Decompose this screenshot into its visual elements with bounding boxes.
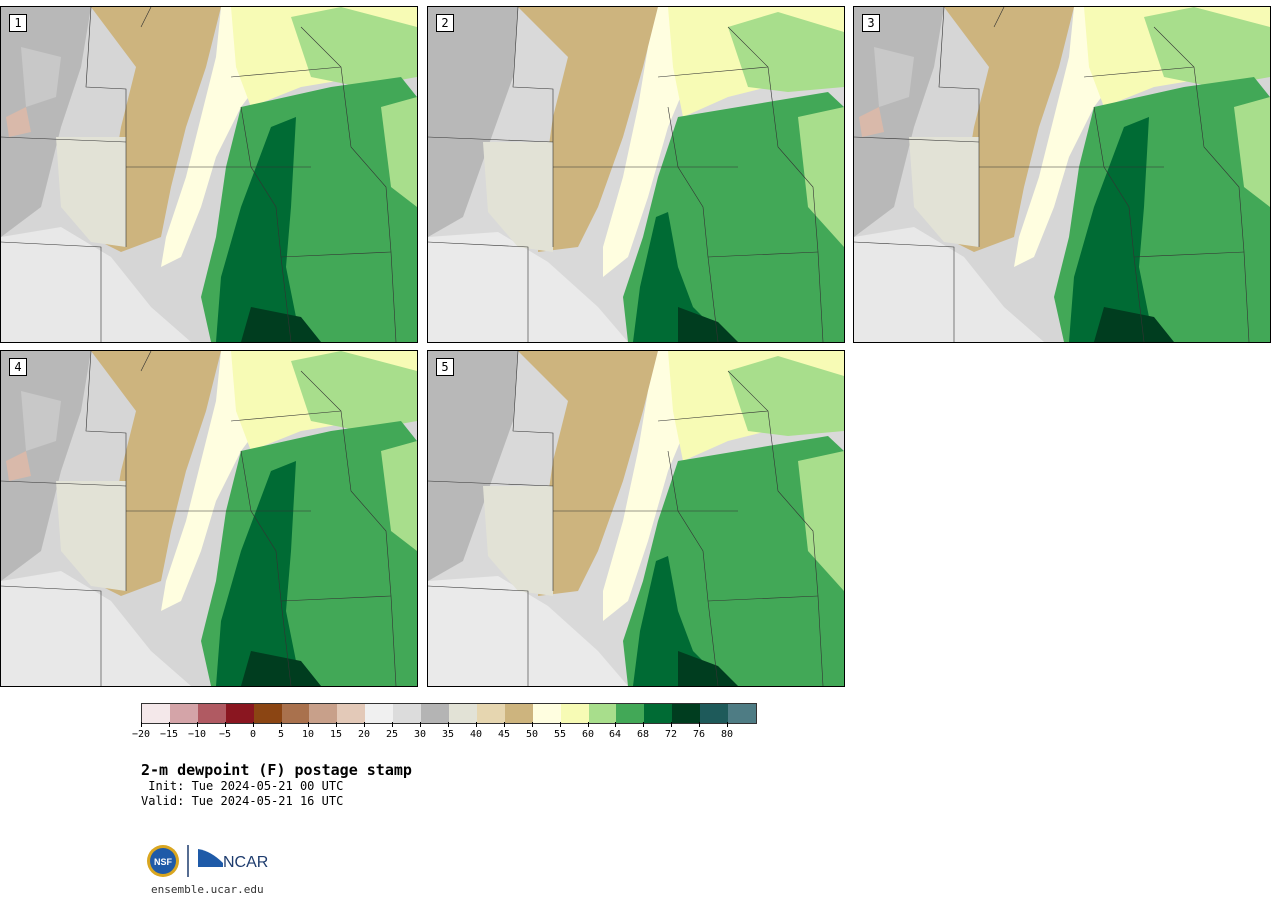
colorbar-tick bbox=[364, 722, 365, 727]
colorbar-swatch bbox=[281, 704, 310, 723]
colorbar-tick-label: 10 bbox=[301, 729, 315, 740]
dewpoint-map-2 bbox=[428, 7, 844, 342]
map-panel-5: 5 bbox=[427, 350, 845, 687]
colorbar-swatch bbox=[225, 704, 254, 723]
ncar-logo-text: NCAR bbox=[223, 854, 268, 871]
colorbar-tick bbox=[671, 722, 672, 727]
colorbar-swatch bbox=[309, 704, 338, 723]
colorbar-tick-label: 30 bbox=[413, 729, 427, 740]
colorbar-swatch bbox=[728, 704, 756, 723]
colorbar-swatch bbox=[253, 704, 282, 723]
panel-label: 5 bbox=[436, 358, 454, 376]
colorbar-tick-label: 5 bbox=[277, 729, 285, 740]
colorbar-tick bbox=[643, 722, 644, 727]
colorbar-tick bbox=[281, 722, 282, 727]
colorbar-tick-label: 64 bbox=[608, 729, 622, 740]
colorbar-tick bbox=[253, 722, 254, 727]
panel-label: 4 bbox=[9, 358, 27, 376]
colorbar-ticks: −20 −15 −10 −5 0 5 10 15 20 25 30 35 40 45 50 55 60 64 68 7… bbox=[132, 722, 755, 744]
colorbar-swatch bbox=[337, 704, 366, 723]
colorbar-swatch bbox=[644, 704, 673, 723]
colorbar-swatch bbox=[616, 704, 645, 723]
colorbar-swatch bbox=[504, 704, 533, 723]
map-panel-2: 2 bbox=[427, 6, 845, 343]
colorbar-tick bbox=[336, 722, 337, 727]
colorbar-swatch bbox=[421, 704, 449, 723]
colorbar-tick bbox=[448, 722, 449, 727]
colorbar-tick-label: 80 bbox=[720, 729, 734, 740]
colorbar-tick bbox=[141, 722, 142, 727]
colorbar-tick-label: 25 bbox=[385, 729, 399, 740]
colorbar-tick-label: 72 bbox=[664, 729, 678, 740]
colorbar-tick-label: 45 bbox=[497, 729, 511, 740]
colorbar-tick-label: 68 bbox=[636, 729, 650, 740]
colorbar-tick-label: 20 bbox=[357, 729, 371, 740]
colorbar-swatch bbox=[588, 704, 617, 723]
ncar-logo: NCAR bbox=[198, 849, 268, 871]
colorbar-tick bbox=[225, 722, 226, 727]
colorbar-tick bbox=[169, 722, 170, 727]
colorbar-tick bbox=[699, 722, 700, 727]
dewpoint-map-1 bbox=[1, 7, 417, 342]
colorbar-tick-label: 40 bbox=[469, 729, 483, 740]
init-time: Init: Tue 2024-05-21 00 UTC bbox=[141, 779, 344, 793]
colorbar-swatch bbox=[169, 704, 198, 723]
colorbar-swatch bbox=[560, 704, 589, 723]
colorbar-swatch bbox=[476, 704, 505, 723]
colorbar bbox=[141, 703, 757, 724]
colorbar-tick-label: −10 bbox=[187, 729, 207, 740]
colorbar-tick bbox=[308, 722, 309, 727]
colorbar-tick bbox=[504, 722, 505, 727]
credit-url: ensemble.ucar.edu bbox=[151, 883, 264, 896]
colorbar-tick bbox=[420, 722, 421, 727]
panel-label: 1 bbox=[9, 14, 27, 32]
colorbar-tick-label: −20 bbox=[131, 729, 151, 740]
colorbar-swatch bbox=[365, 704, 394, 723]
map-panel-1: 1 bbox=[0, 6, 418, 343]
colorbar-tick bbox=[727, 722, 728, 727]
colorbar-tick bbox=[197, 722, 198, 727]
logos: NSF NCAR bbox=[145, 843, 275, 881]
colorbar-tick-label: −15 bbox=[159, 729, 179, 740]
colorbar-tick-label: −5 bbox=[218, 729, 232, 740]
panel-label: 3 bbox=[862, 14, 880, 32]
colorbar-swatch bbox=[142, 704, 170, 723]
map-panel-4: 4 bbox=[0, 350, 418, 687]
colorbar-tick-label: 76 bbox=[692, 729, 706, 740]
colorbar-tick-label: 60 bbox=[581, 729, 595, 740]
colorbar-tick bbox=[476, 722, 477, 727]
figure-title: 2-m dewpoint (F) postage stamp bbox=[141, 761, 412, 779]
colorbar-tick-label: 15 bbox=[329, 729, 343, 740]
colorbar-swatch bbox=[700, 704, 729, 723]
colorbar-tick-label: 0 bbox=[249, 729, 257, 740]
colorbar-tick bbox=[560, 722, 561, 727]
panel-label: 2 bbox=[436, 14, 454, 32]
map-panel-3: 3 bbox=[853, 6, 1271, 343]
colorbar-tick-label: 55 bbox=[553, 729, 567, 740]
colorbar-tick-label: 35 bbox=[441, 729, 455, 740]
colorbar-tick bbox=[588, 722, 589, 727]
nsf-logo: NSF bbox=[147, 845, 179, 877]
colorbar-tick bbox=[615, 722, 616, 727]
colorbar-swatch bbox=[672, 704, 701, 723]
colorbar-tick bbox=[532, 722, 533, 727]
dewpoint-map-5 bbox=[428, 351, 844, 686]
colorbar-swatch bbox=[393, 704, 422, 723]
colorbar-swatch bbox=[197, 704, 226, 723]
colorbar-swatch bbox=[448, 704, 477, 723]
colorbar-swatch bbox=[532, 704, 561, 723]
nsf-logo-text: NSF bbox=[154, 857, 173, 867]
colorbar-tick bbox=[392, 722, 393, 727]
valid-time: Valid: Tue 2024-05-21 16 UTC bbox=[141, 794, 344, 808]
dewpoint-map-3 bbox=[854, 7, 1270, 342]
dewpoint-map-4 bbox=[1, 351, 417, 686]
colorbar-tick-label: 50 bbox=[525, 729, 539, 740]
